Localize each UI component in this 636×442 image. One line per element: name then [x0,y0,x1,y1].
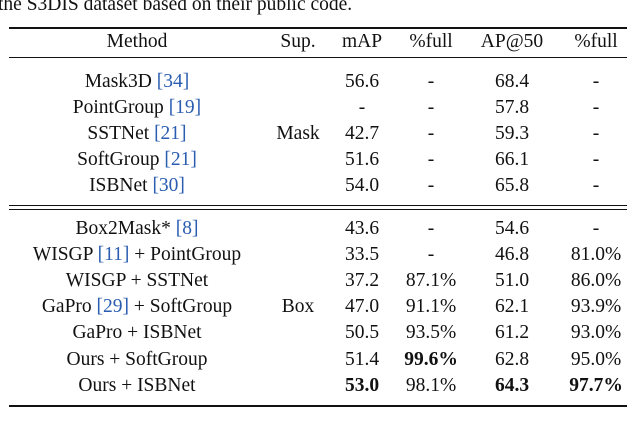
header-rule [9,57,627,58]
value-cell: 54.6 [494,218,530,239]
value-cell: 93.5% [405,322,457,344]
value-cell: 98.1% [405,374,457,396]
value-cell: - [427,175,435,197]
value-cell: - [358,97,366,119]
value-cell: 68.4 [494,71,530,92]
value-cell: 43.6 [344,218,380,239]
header-cell: %full [409,31,453,52]
value-cell: - [427,71,435,92]
value-cell: 42.7 [344,123,380,145]
value-cell: 46.8 [494,244,530,266]
method-cell: Box2Mask* [8] [0,217,274,241]
citation: [29] [96,296,130,318]
value-cell: 91.1% [405,296,457,318]
method-text: Box2Mask* [75,218,176,239]
header-cell: Method [106,31,168,52]
value-cell: 99.6% [404,348,458,370]
method-text: GaPro [41,296,97,318]
method-cell: Ours + ISBNet [0,374,274,398]
value-cell: - [427,149,435,171]
method-text: + PointGroup [129,244,242,266]
header-cell: %full [574,31,618,52]
method-text: ISBNet [89,175,153,197]
value-cell: 50.5 [344,322,380,344]
value-cell: 59.3 [494,123,530,145]
method-cell: WISGP + SSTNet [0,269,274,293]
mid-rule [9,209,627,210]
method-cell: Ours + SoftGroup [0,348,274,372]
value-cell: 97.7% [569,374,623,396]
method-text: + SoftGroup [129,296,233,318]
value-cell: - [592,218,600,239]
value-cell: - [592,123,600,145]
value-cell: 93.0% [570,322,622,344]
citation: [34] [156,71,190,92]
value-cell: 86.0% [570,270,622,292]
method-text: SoftGroup [77,149,165,171]
value-cell: - [427,123,435,145]
method-cell: GaPro + ISBNet [0,321,274,345]
value-cell: 56.6 [344,71,380,92]
value-cell: 62.8 [494,348,530,370]
value-cell: 62.1 [494,296,530,318]
citation: [21] [154,123,187,145]
value-cell: 53.0 [344,374,380,396]
value-cell: 33.5 [344,244,380,266]
method-cell: SoftGroup [21] [0,148,274,172]
value-cell: 61.2 [494,322,530,344]
value-cell: 51.6 [344,149,380,171]
value-cell: 95.0% [570,348,622,370]
value-cell: 66.1 [494,149,530,171]
value-cell: 47.0 [344,296,380,318]
value-cell: 51.4 [344,348,380,370]
method-cell: ISBNet [30] [0,174,274,198]
method-cell: WISGP [11] + PointGroup [0,243,274,267]
value-cell: - [427,218,435,239]
citation: [19] [168,97,202,119]
value-cell: 57.8 [494,97,530,119]
method-text: Ours + SoftGroup [66,348,208,370]
citation: [30] [152,175,185,197]
header-cell: AP@50 [480,31,544,52]
caption: the S3DIS dataset based on their public … [0,0,353,15]
method-cell: GaPro [29] + SoftGroup [0,295,274,319]
citation: [11] [97,244,130,266]
value-cell: - [592,149,600,171]
value-cell: - [427,97,435,119]
method-text: SSTNet [87,123,155,145]
citation: [8] [175,218,199,239]
bottom-rule [9,405,627,407]
method-cell: Mask3D [34] [0,70,274,94]
value-cell: 64.3 [494,374,530,396]
value-cell: 37.2 [344,270,380,292]
value-cell: - [592,175,600,197]
citation: [21] [164,149,197,171]
value-cell: 65.8 [494,175,530,197]
method-text: PointGroup [72,97,169,119]
value-cell: 93.9% [570,296,622,318]
value-cell: - [592,71,600,92]
method-text: WISGP + SSTNet [65,270,209,292]
method-text: WISGP [32,244,98,266]
mid-rule [9,205,627,206]
value-cell: 81.0% [570,244,622,266]
header-cell: Sup. [280,31,316,52]
method-cell: SSTNet [21] [0,122,274,146]
method-text: GaPro + ISBNet [72,322,202,344]
method-text: Mask3D [84,71,157,92]
value-cell: 54.0 [344,175,380,197]
value-cell: 51.0 [494,270,530,292]
method-cell: PointGroup [19] [0,96,274,120]
sup-label: Mask [276,123,320,145]
value-cell: 87.1% [405,270,457,292]
value-cell: - [592,97,600,119]
method-text: Ours + ISBNet [78,374,196,396]
top-rule [9,27,627,29]
sup-label: Box [281,296,315,318]
value-cell: - [427,244,435,266]
header-cell: mAP [341,31,383,52]
